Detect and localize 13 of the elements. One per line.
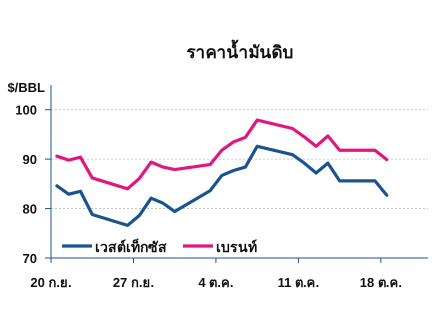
y-tick-label: 100 (15, 102, 37, 118)
y-tick-label: 80 (22, 202, 37, 217)
x-tick-label: 27 ก.ย. (112, 275, 154, 290)
legend-label: เบรนท์ (216, 239, 257, 255)
x-tick-label: 11 ต.ค. (278, 275, 320, 290)
x-tick-label: 18 ต.ค. (360, 275, 402, 290)
x-tick-label: 20 ก.ย. (30, 275, 72, 290)
y-tick-label: 70 (22, 251, 37, 266)
legend-label: เวสต์เท็กซัส (95, 238, 167, 255)
y-tick-label: 90 (22, 152, 37, 168)
chart-title: ราคาน้ำมันดิบ (186, 39, 294, 62)
x-tick-label: 4 ต.ค. (198, 275, 234, 290)
y-axis-title: $/BBL (7, 80, 46, 95)
